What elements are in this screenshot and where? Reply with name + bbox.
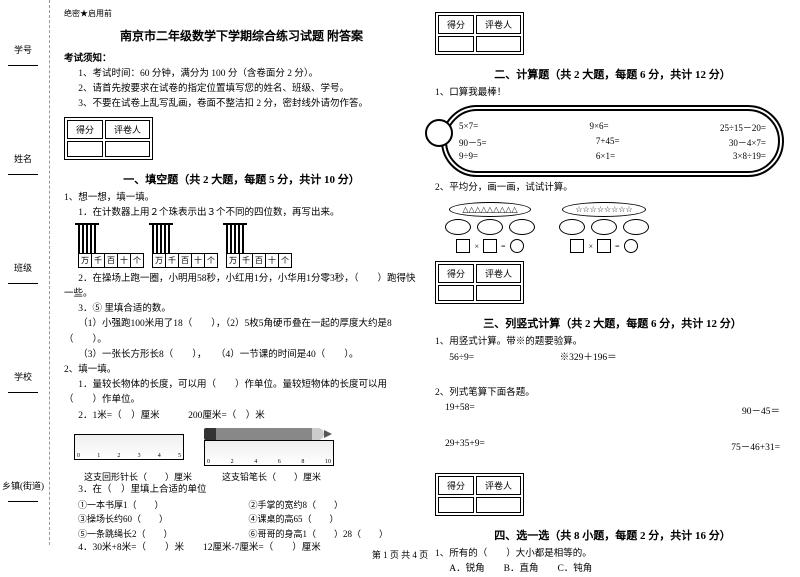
abacus-1: 万千百十个	[78, 225, 144, 268]
section-1-title: 一、填空题（共 2 大题，每题 5 分，共计 10 分）	[64, 171, 419, 187]
score-box-2: 得分评卷人	[435, 12, 524, 55]
content-columns: 绝密★启用前 南京市二年级数学下学期综合练习试题 附答案 考试须知： 1、考试时…	[50, 0, 800, 545]
q1-2: 2．在操场上跑一圈，小明用58秒，小红用1分，小华用1分零3秒，（ ）跑得快一些…	[64, 272, 419, 302]
section-2-title: 二、计算题（共 2 大题，每题 6 分，共计 12 分）	[435, 66, 790, 82]
q2-2: 2．1米=（ ）厘米 200厘米=（ ）米	[64, 409, 419, 424]
sidebar-fields: 学号 姓名 班级 学校 乡镇(街道)	[2, 0, 44, 545]
q2-3: 3．在（ ）里填上合适的单位	[64, 483, 419, 498]
abacus-3: 万千百十个	[226, 225, 292, 268]
section-4-title: 四、选一选（共 8 小题，每题 2 分，共计 16 分）	[435, 527, 790, 543]
notice-heading: 考试须知：	[64, 52, 419, 67]
field-name: 姓名	[2, 152, 44, 175]
tree-2: ☆☆☆☆☆☆☆☆ ×=	[559, 202, 649, 253]
score-box-4: 得分评卷人	[435, 473, 524, 516]
calc-row-3: 9÷9=6×1=3×8÷19=	[459, 151, 766, 161]
score-box-3: 得分评卷人	[435, 261, 524, 304]
notice-1: 1、考试时间：60 分钟，满分为 100 分（含卷面分 2 分）。	[64, 67, 419, 82]
field-class: 班级	[2, 261, 44, 284]
unit-items: ①一本书厚1（ ） ②手掌的宽约8（ ） ③操场长约60（ ） ④课桌的高65（…	[64, 498, 419, 541]
q1-3a: 3．⑤ 里填合适的数。	[64, 302, 419, 317]
page: 学号 姓名 班级 学校 乡镇(街道) 绝密★启用前 南京市二年级数学下学期综合练…	[0, 0, 800, 545]
item-3: ③操场长约60（ ）	[78, 512, 249, 526]
notice-2: 2、请首先按要求在试卷的指定位置填写您的姓名、班级、学号。	[64, 82, 419, 97]
s2-q1: 1、口算我最棒！	[435, 86, 790, 101]
q1-1: 1．在计数器上用２个珠表示出３个不同的四位数，再写出来。	[64, 206, 419, 221]
ruler-caption-right: 这支铅笔长（ ）厘米	[222, 470, 321, 483]
tree-1: △△△△△△△△△ ×=	[445, 202, 535, 253]
item-6: ⑥哥哥的身高1（ ）28（ ）	[249, 527, 420, 541]
notice-3: 3、不要在试卷上乱写乱画，卷面不整洁扣 2 分，密封线外请勿作答。	[64, 97, 419, 112]
s3-row-2: 29+35+9=75－46+31=	[445, 439, 780, 453]
abacus-row: 万千百十个 万千百十个 万千百十个	[78, 225, 419, 268]
exam-title: 南京市二年级数学下学期综合练习试题 附答案	[64, 27, 419, 44]
s2-q2: 2、平均分，画一画，试试计算。	[435, 181, 790, 196]
tree-2-top: ☆☆☆☆☆☆☆☆	[562, 202, 645, 217]
item-4: ④课桌的高65（ ）	[249, 512, 420, 526]
calc-row-1: 5×7=9×6=25÷15－20=	[459, 121, 766, 134]
ruler-captions: 这支回形针长（ ）厘米 这支铅笔长（ ）厘米	[84, 470, 419, 483]
calc-frame: 5×7=9×6=25÷15－20= 90－5=7+45=30－4×7= 9÷9=…	[441, 105, 784, 177]
s3-q1a: 56÷9= ※329＋196＝	[435, 351, 790, 366]
right-column: 得分评卷人 二、计算题（共 2 大题，每题 6 分，共计 12 分） 1、口算我…	[435, 8, 790, 545]
s3-q1: 1、用竖式计算。带※的题要验算。	[435, 335, 790, 350]
section-3-title: 三、列竖式计算（共 2 大题，每题 6 分，共计 12 分）	[435, 315, 790, 331]
field-town: 乡镇(街道)	[2, 479, 44, 502]
abacus-2: 万千百十个	[152, 225, 218, 268]
field-school: 学校	[2, 370, 44, 393]
s3-q2: 2、列式笔算下面各题。	[435, 386, 790, 401]
q1-3-1: （1）小强跑100米用了18（ ），（2）5枚5角硬币叠在一起的厚度大约是8（ …	[64, 317, 419, 347]
left-column: 绝密★启用前 南京市二年级数学下学期综合练习试题 附答案 考试须知： 1、考试时…	[64, 8, 419, 545]
s3-row-1: 19+58=90－45＝	[445, 403, 780, 417]
s4-opts: A．锐角 B．直角 C．钝角	[435, 562, 790, 577]
q1-3-2: （3）一张长方形长8（ ）， （4）一节课的时间是40（ ）。	[64, 348, 419, 363]
item-5: ⑤一条跳绳长2（ ）	[78, 527, 249, 541]
q2-1: 1．量较长物体的长度，可以用（ ）作单位。量较短物体的长度可以用（ ）作单位。	[64, 378, 419, 408]
binding-sidebar: 学号 姓名 班级 学校 乡镇(街道)	[0, 0, 50, 545]
confidential-label: 绝密★启用前	[64, 8, 419, 21]
score-box-1: 得分评卷人	[64, 117, 153, 160]
tree-1-top: △△△△△△△△△	[449, 202, 530, 217]
item-2: ②手掌的宽约8（ ）	[249, 498, 420, 512]
ruler-caption-left: 这支回形针长（ ）厘米	[84, 470, 192, 483]
ruler-pencil: 0246810	[204, 428, 334, 466]
q2-label: 2、填一填。	[64, 363, 419, 378]
calc-row-2: 90－5=7+45=30－4×7=	[459, 136, 766, 149]
ruler-clip: 012345	[74, 434, 184, 460]
page-footer: 第 1 页 共 4 页	[0, 548, 800, 561]
field-student-id: 学号	[2, 43, 44, 66]
item-1: ①一本书厚1（ ）	[78, 498, 249, 512]
face-icon	[425, 119, 453, 147]
q1-label: 1、想一想，填一填。	[64, 191, 419, 206]
tree-row: △△△△△△△△△ ×= ☆☆☆☆☆☆☆☆ ×=	[445, 202, 790, 253]
ruler-row: 012345 0246810	[74, 428, 419, 466]
